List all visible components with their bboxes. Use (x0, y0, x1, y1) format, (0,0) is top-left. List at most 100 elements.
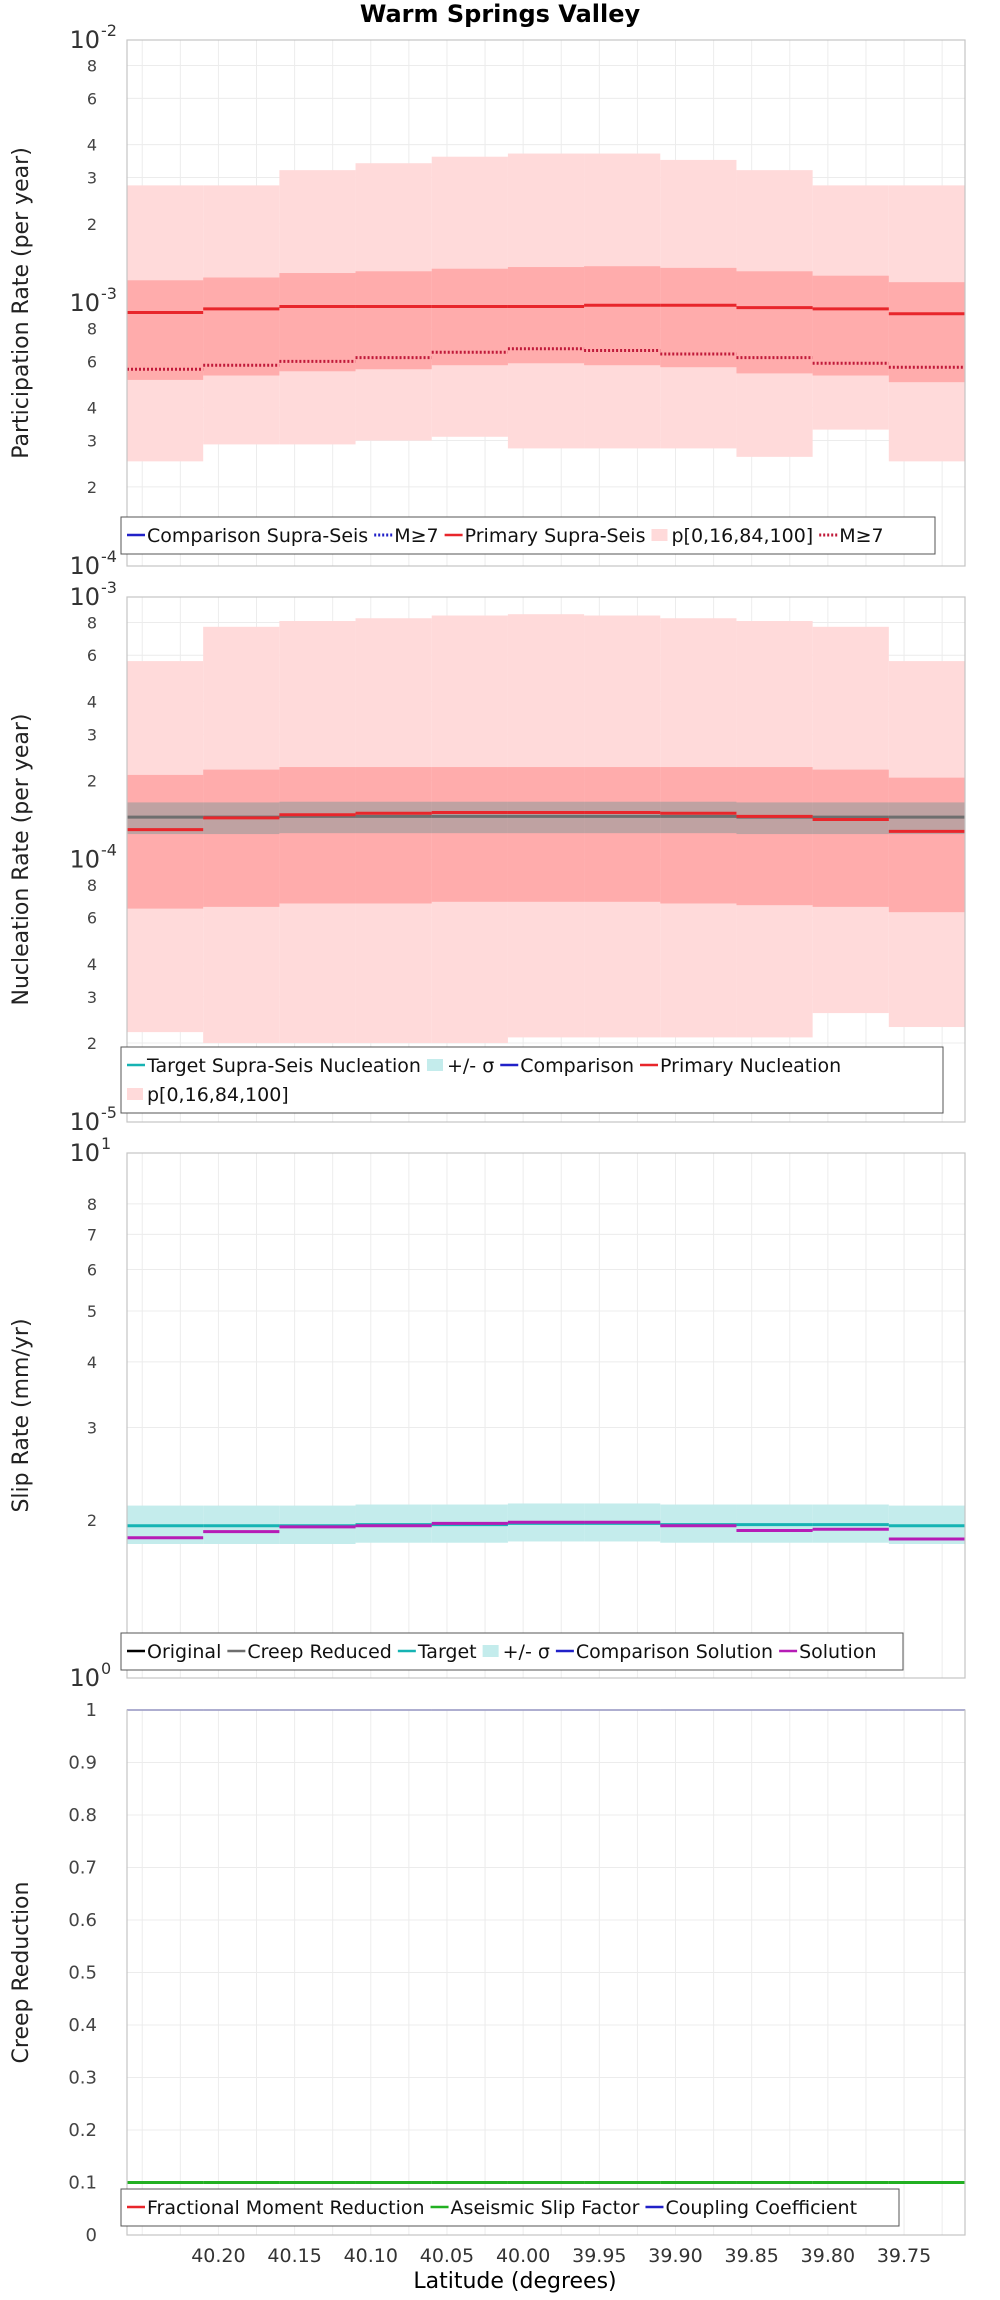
x-tick-label: 40.15 (267, 2245, 321, 2267)
inner-band-bin (812, 275, 889, 376)
legend-item-label: p[0,16,84,100] (671, 525, 813, 547)
y-tick-label: 0.3 (68, 2068, 97, 2089)
y-tick-label: 10 (69, 552, 100, 580)
figure-title: Warm Springs Valley (360, 0, 641, 28)
y-axis-label: Nucleation Rate (per year) (9, 714, 34, 1006)
y-tick-label: 3 (87, 1419, 97, 1438)
inner-band-bin (736, 767, 813, 906)
y-tick-label: 8 (87, 1195, 97, 1214)
y-tick-label: 3 (87, 988, 97, 1007)
inner-band-bin (355, 767, 432, 904)
legend-swatch-box (651, 529, 668, 541)
y-tick-exponent: -3 (101, 578, 117, 597)
panel-4: 1 0.9 0.8 0.7 0.6 0.5 0.4 0.3 0.2 0.1 0 Creep Reduc… (9, 1700, 966, 2246)
legend-item-label: Aseismic Slip Factor (451, 2197, 640, 2219)
inner-band-bin (431, 268, 508, 366)
inner-band-bin (203, 769, 280, 907)
inner-band-bin (279, 767, 356, 904)
y-tick-label: 0.4 (68, 2015, 97, 2036)
x-tick-label: 40.00 (496, 2245, 550, 2267)
legend-box (120, 1046, 944, 1114)
y-tick-label: 8 (87, 56, 97, 75)
y-tick-label: 10 (69, 846, 100, 874)
y-tick-exponent: 1 (101, 1134, 111, 1153)
y-tick-label: 0.9 (68, 1753, 97, 1774)
y-tick-label: 8 (87, 613, 97, 632)
y-tick-label: 3 (87, 169, 97, 188)
y-tick-label: 2 (87, 215, 97, 234)
y-tick-label: 7 (87, 1225, 97, 1244)
y-tick-exponent: -4 (101, 547, 117, 566)
y-tick-label: 10 (69, 1108, 100, 1136)
x-tick-label: 39.75 (877, 2245, 931, 2267)
x-tick-label: 39.90 (648, 2245, 702, 2267)
y-tick-label: 4 (87, 399, 97, 418)
inner-band-bin (507, 267, 585, 364)
x-tick-label: 39.80 (801, 2245, 855, 2267)
plot-frame (126, 1152, 966, 1679)
y-tick-label: 0.2 (68, 2120, 97, 2141)
y-tick-label: 8 (87, 876, 97, 895)
x-axis-label: Latitude (degrees) (413, 2269, 616, 2294)
y-tick-label: 0.6 (68, 1910, 97, 1931)
series-solution (127, 1520, 965, 1541)
inner-band-bin (355, 271, 432, 370)
y-tick-label: 6 (87, 909, 97, 928)
y-tick-label: 4 (87, 955, 97, 974)
plot-frame (126, 596, 966, 1123)
y-axis-label: Participation Rate (per year) (9, 147, 34, 459)
legend-box (120, 516, 936, 555)
x-tick-label: 40.05 (420, 2245, 474, 2267)
legend-swatch-box (426, 1059, 443, 1071)
y-tick-label: 10 (69, 1139, 100, 1167)
x-tick-label: 40.10 (344, 2245, 398, 2267)
legend-item-label: M≥7 (394, 525, 438, 547)
y-tick-exponent: -2 (101, 21, 117, 40)
y-tick-label: 0.5 (68, 1963, 97, 1984)
inner-band-bin (279, 273, 356, 372)
y-tick-label: 5 (87, 1302, 97, 1321)
legend-item-label: +/- σ (503, 1641, 550, 1663)
inner-band-bin (127, 774, 204, 909)
legend-item-label: Comparison Supra-Seis (147, 525, 368, 547)
legend-swatch-box (127, 1088, 143, 1100)
series-inner_band (127, 767, 965, 913)
inner-band-bin (584, 767, 661, 902)
y-tick-label: 0.1 (68, 2173, 97, 2194)
y-tick-label: 10 (69, 26, 100, 54)
y-axis-label: Creep Reduction (9, 1882, 34, 2064)
x-tick-label: 40.20 (191, 2245, 245, 2267)
legend-item-label: Comparison Solution (576, 1641, 773, 1663)
y-tick-label: 8 (87, 319, 97, 338)
legend-item-label: Fractional Moment Reduction (147, 2197, 425, 2219)
inner-band-bin (584, 266, 661, 366)
y-tick-label: 10 (69, 583, 100, 611)
legend-item-label: p[0,16,84,100] (147, 1084, 289, 1106)
legend-item-label: Solution (799, 1641, 876, 1663)
x-axis-ticks: 40.20 40.15 40.10 40.05 40.00 39.95 39.90 39.85… (191, 2245, 931, 2267)
legend-item-label: Primary Nucleation (660, 1055, 841, 1077)
y-tick-label: 0 (86, 2225, 97, 2246)
series-primary (127, 303, 965, 316)
legend-item-label: Comparison (520, 1055, 634, 1077)
legend-item-label: M≥7 (839, 525, 883, 547)
y-tick-label: 6 (87, 646, 97, 665)
y-tick-label: 3 (87, 725, 97, 744)
legend-item-label: Target (417, 1641, 477, 1663)
inner-band-bin (431, 767, 508, 902)
inner-band-bin (203, 277, 280, 376)
y-tick-label: 6 (87, 1260, 97, 1279)
y-tick-exponent: -4 (101, 841, 117, 860)
y-tick-label: 2 (87, 478, 97, 497)
inner-band-bin (660, 767, 737, 904)
inner-band-bin (127, 280, 204, 380)
y-tick-label: 0.7 (68, 1858, 97, 1879)
legend-item-label: +/- σ (447, 1055, 494, 1077)
x-tick-label: 39.95 (572, 2245, 626, 2267)
plot-frame (126, 39, 966, 567)
y-tick-exponent: -3 (101, 284, 117, 303)
